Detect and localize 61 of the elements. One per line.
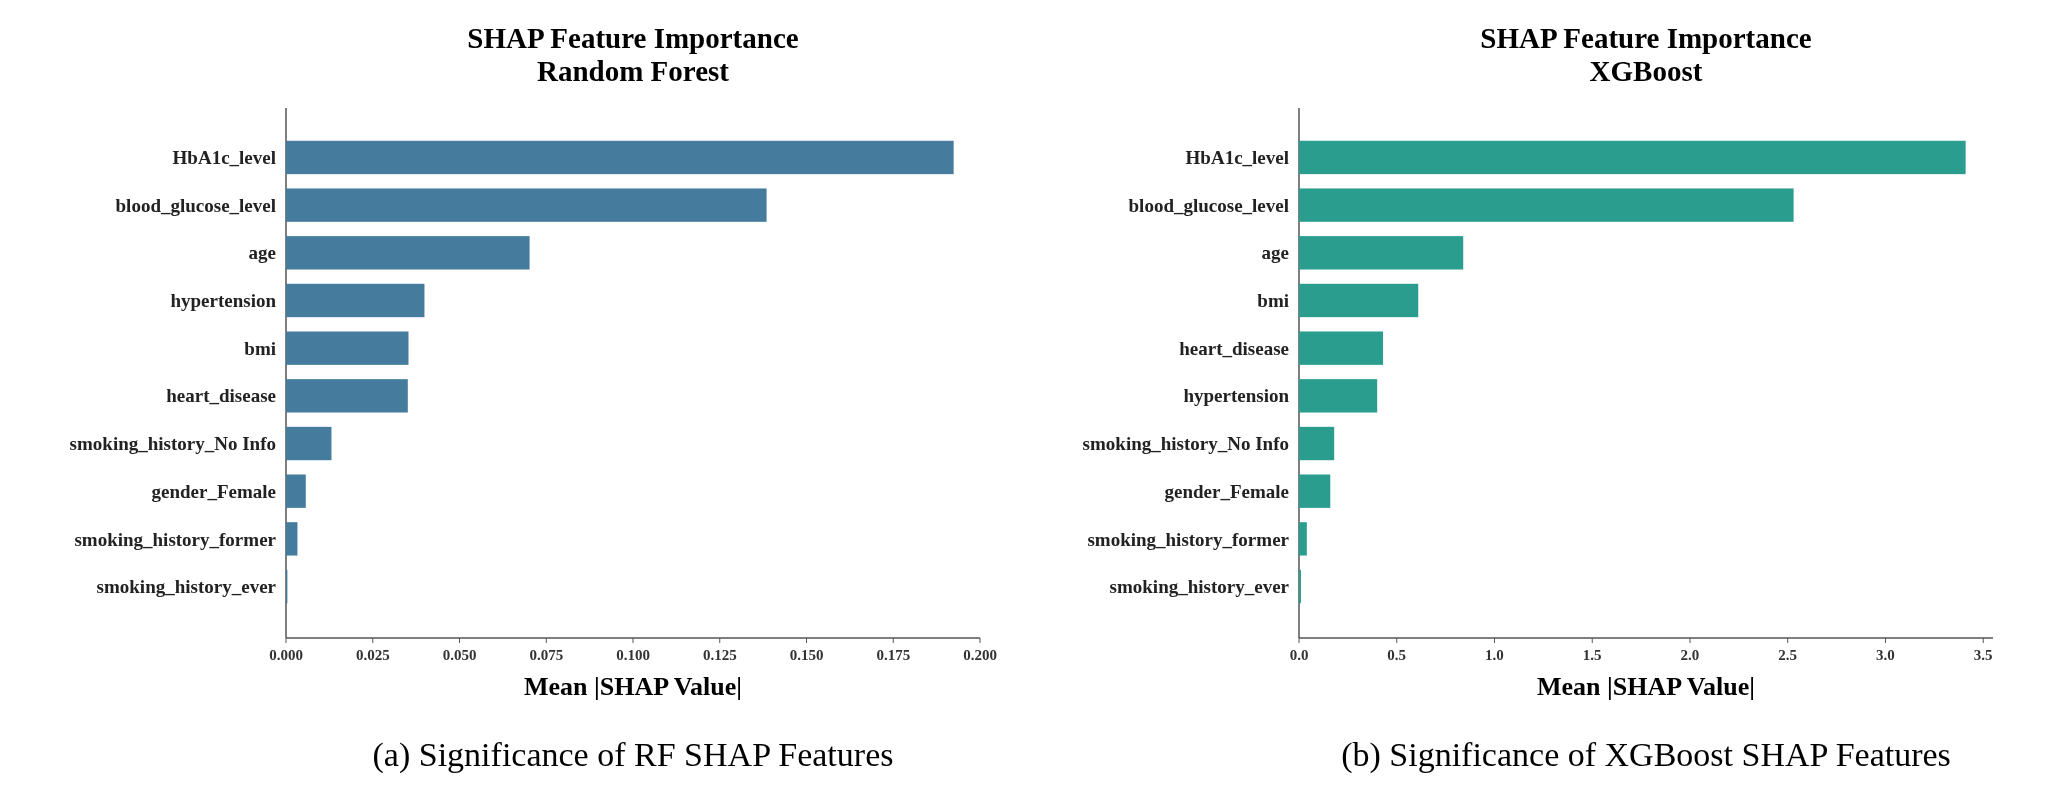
bar: [286, 236, 530, 270]
bar: [286, 426, 332, 461]
bar: [1299, 236, 1464, 270]
x-tick-label: 0.050: [442, 647, 477, 663]
y-tick-label: hypertension: [170, 290, 277, 312]
x-tick-label: 3.5: [1973, 647, 1993, 663]
y-tick-label: smoking_history_former: [74, 528, 277, 550]
y-tick-label: smoking_history_ever: [96, 576, 277, 598]
x-tick-label: 0.000: [269, 647, 303, 663]
y-tick-label: bmi: [1257, 290, 1289, 312]
x-tick-label: 0.025: [355, 647, 390, 663]
y-tick-label: HbA1c_level: [172, 147, 276, 169]
x-tick-label: 0.075: [529, 647, 564, 663]
bar: [1299, 426, 1335, 461]
bar: [1299, 474, 1331, 508]
bar: [286, 379, 408, 413]
x-tick-label: 2.5: [1778, 647, 1798, 663]
x-tick-label: 0.125: [702, 647, 737, 663]
bar: [1299, 188, 1794, 222]
y-tick-label: hypertension: [1183, 385, 1290, 407]
bar: [286, 188, 767, 222]
y-tick-label: HbA1c_level: [1185, 147, 1289, 169]
chart-title: SHAP Feature Importance Random Forest: [467, 22, 799, 87]
bar: [1299, 140, 1966, 175]
y-tick-label: bmi: [244, 337, 276, 359]
text: (b) Significance of XGBoost SHAP Features: [1341, 736, 1951, 774]
y-tick-label: smoking_history_No Info: [69, 433, 276, 455]
y-tick-label: heart_disease: [1179, 337, 1289, 359]
x-tick-label: 0.200: [963, 647, 997, 663]
y-tick-label: age: [248, 242, 276, 264]
text: (a) Significance of RF SHAP Features: [372, 736, 894, 774]
bar: [286, 283, 425, 318]
x-axis-title: Mean |SHAP Value|: [523, 672, 743, 701]
bar: [286, 140, 954, 175]
x-tick-label: 2.0: [1680, 647, 1700, 663]
bar: [1299, 522, 1307, 556]
y-tick-label: smoking_history_former: [1087, 528, 1290, 550]
bar: [1299, 283, 1419, 318]
bar: [1299, 331, 1384, 365]
bar: [286, 331, 409, 365]
x-tick-label: 1.5: [1582, 647, 1602, 663]
y-tick-label: smoking_history_No Info: [1082, 433, 1289, 455]
x-tick-label: 0.150: [789, 647, 824, 663]
x-tick-label: 0.0: [1289, 647, 1309, 663]
x-axis-title: Mean |SHAP Value|: [1536, 672, 1756, 701]
x-tick-label: 0.100: [616, 647, 650, 663]
y-tick-label: age: [1261, 242, 1289, 264]
bar: [1299, 379, 1378, 413]
y-tick-label: heart_disease: [166, 385, 276, 407]
x-tick-label: 0.175: [876, 647, 911, 663]
chart-title: SHAP Feature Importance XGBoost: [1480, 22, 1812, 87]
y-tick-label: smoking_history_ever: [1109, 576, 1290, 598]
x-tick-label: 3.0: [1876, 647, 1895, 663]
y-tick-label: gender_Female: [1164, 480, 1289, 502]
x-tick-label: 0.5: [1387, 647, 1407, 663]
y-tick-label: blood_glucose_level: [115, 194, 276, 216]
y-tick-label: blood_glucose_level: [1128, 194, 1289, 216]
y-tick-label: gender_Female: [151, 480, 276, 502]
bar: [286, 522, 298, 556]
bar: [286, 474, 306, 508]
x-tick-label: 1.0: [1485, 647, 1504, 663]
